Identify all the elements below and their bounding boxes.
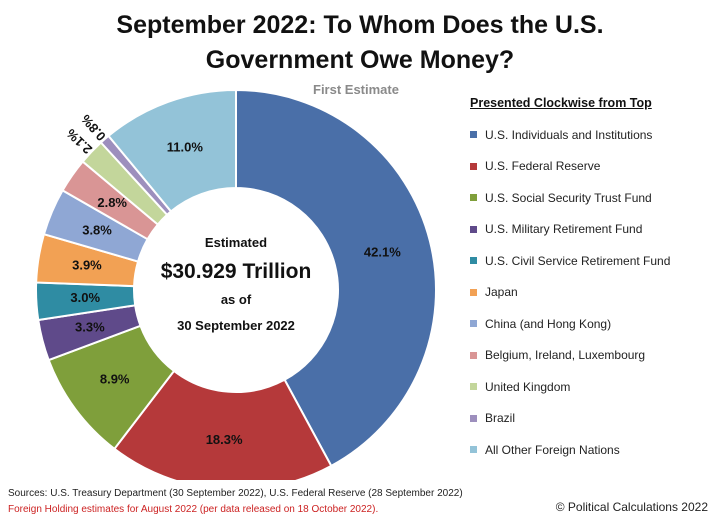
slice-10 [107,88,237,213]
legend-item: U.S. Social Security Trust Fund [470,182,716,214]
copyright-text: © Political Calculations 2022 [555,500,708,514]
legend-label: China (and Hong Kong) [485,316,612,331]
sources-note: Sources: U.S. Treasury Department (30 Se… [8,486,463,518]
slice-label-5: 3.9% [72,257,102,272]
legend-swatch [470,446,477,454]
legend-item: Belgium, Ireland, Luxembourg [470,340,716,372]
slice-label-2: 8.9% [100,371,130,386]
legend-items: U.S. Individuals and Institutions U.S. Fe… [470,119,716,466]
legend-swatch [470,225,477,233]
center-text-total: $30.929 Trillion [161,260,312,283]
legend-label: U.S. Individuals and Institutions [485,127,653,142]
slice-label-0: 42.1% [364,244,401,259]
chart-title-line2: Government Owe Money? [205,46,515,74]
legend-swatch [470,288,477,296]
legend-label: Japan [485,285,518,300]
legend-label: United Kingdom [485,379,571,394]
chart-legend: Presented Clockwise from Top U.S. Indivi… [470,96,716,466]
legend-item: U.S. Federal Reserve [470,151,716,183]
chart-title: September 2022: To Whom Does the U.S. Go… [0,8,720,78]
legend-item: Brazil [470,403,716,435]
legend-item: U.S. Civil Service Retirement Fund [470,245,716,277]
chart-subtitle: First Estimate [313,82,399,97]
legend-swatch [470,383,477,391]
slice-label-3: 3.3% [75,319,105,334]
slice-label-10: 11.0% [167,139,204,154]
legend-swatch [470,257,477,265]
legend-label: Belgium, Ireland, Luxembourg [485,348,646,363]
legend-item: Japan [470,277,716,309]
legend-label: All Other Foreign Nations [485,442,620,457]
chart-title-line1: September 2022: To Whom Does the U.S. [116,11,604,39]
legend-item: United Kingdom [470,371,716,403]
legend-title: Presented Clockwise from Top [470,96,652,110]
legend-label: U.S. Federal Reserve [485,159,601,174]
center-text-estimated: Estimated [205,235,267,250]
legend-label: U.S. Social Security Trust Fund [485,190,652,205]
legend-item: U.S. Individuals and Institutions [470,119,716,151]
legend-item: China (and Hong Kong) [470,308,716,340]
foreign-holding-note: Foreign Holding estimates for August 202… [8,504,379,515]
slice-label-1: 18.3% [206,432,243,447]
legend-swatch [470,414,477,422]
center-text-asof: as of [221,292,252,307]
slice-label-6: 3.8% [82,222,112,237]
slice-label-7: 2.8% [97,195,127,210]
slice-0 [235,88,437,468]
center-text-date: 30 September 2022 [177,318,295,333]
legend-item: All Other Foreign Nations [470,434,716,466]
slice-1 [113,369,333,480]
donut-chart: 42.1%18.3%8.9%3.3%3.0%3.9%3.8%2.8%2.1%0.… [35,88,437,480]
legend-label: Brazil [485,411,516,426]
legend-swatch [470,194,477,202]
legend-swatch [470,131,477,139]
legend-label: U.S. Civil Service Retirement Fund [485,253,671,268]
legend-swatch [470,320,477,328]
legend-label: U.S. Military Retirement Fund [485,222,643,237]
sources-text: Sources: U.S. Treasury Department (30 Se… [8,488,463,499]
slice-label-4: 3.0% [70,290,100,305]
legend-item: U.S. Military Retirement Fund [470,214,716,246]
legend-swatch [470,162,477,170]
legend-swatch [470,351,477,359]
